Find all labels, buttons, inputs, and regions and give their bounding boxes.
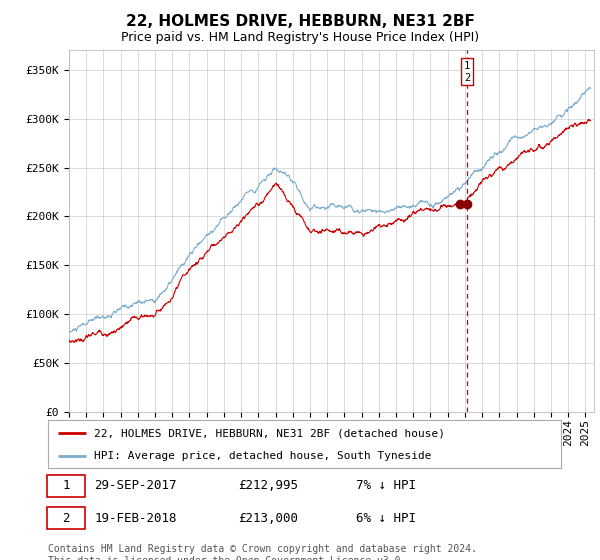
Text: 22, HOLMES DRIVE, HEBBURN, NE31 2BF (detached house): 22, HOLMES DRIVE, HEBBURN, NE31 2BF (det… <box>94 428 445 438</box>
Text: 1: 1 <box>62 479 70 492</box>
Text: 2: 2 <box>62 511 70 525</box>
Text: 29-SEP-2017: 29-SEP-2017 <box>94 479 176 492</box>
Text: 19-FEB-2018: 19-FEB-2018 <box>94 511 176 525</box>
Text: 7% ↓ HPI: 7% ↓ HPI <box>356 479 416 492</box>
Text: 1
2: 1 2 <box>464 61 470 83</box>
Text: £212,995: £212,995 <box>238 479 298 492</box>
Text: 6% ↓ HPI: 6% ↓ HPI <box>356 511 416 525</box>
FancyBboxPatch shape <box>47 507 85 529</box>
Text: 22, HOLMES DRIVE, HEBBURN, NE31 2BF: 22, HOLMES DRIVE, HEBBURN, NE31 2BF <box>125 14 475 29</box>
Text: HPI: Average price, detached house, South Tyneside: HPI: Average price, detached house, Sout… <box>94 451 431 461</box>
Text: £213,000: £213,000 <box>238 511 298 525</box>
FancyBboxPatch shape <box>47 475 85 497</box>
Text: Contains HM Land Registry data © Crown copyright and database right 2024.
This d: Contains HM Land Registry data © Crown c… <box>48 544 477 560</box>
Text: Price paid vs. HM Land Registry's House Price Index (HPI): Price paid vs. HM Land Registry's House … <box>121 31 479 44</box>
